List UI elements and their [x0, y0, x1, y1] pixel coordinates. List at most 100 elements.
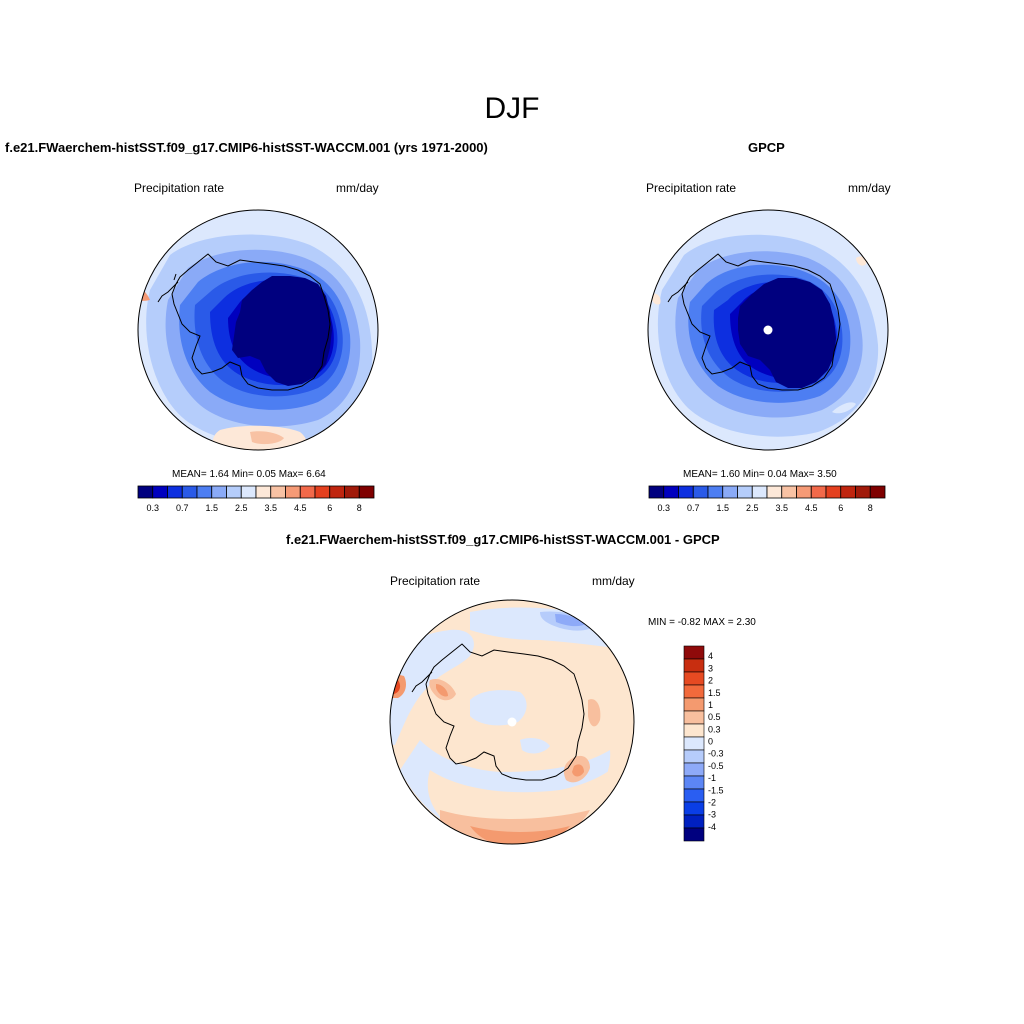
- panel2-colorbar-tick-label: 2.5: [746, 503, 759, 513]
- panel2-colorbar-tick-label: 0.3: [657, 503, 670, 513]
- panel1-variable-label: Precipitation rate: [134, 181, 225, 195]
- panel2-stats: MEAN= 1.60 Min= 0.04 Max= 3.50: [683, 469, 837, 480]
- panel3-pole-marker: [507, 717, 517, 727]
- panel3-colorbar-label: -0.5: [708, 761, 724, 771]
- panel2-colorbar-box: [737, 485, 753, 499]
- panel3-colorbar-box: [683, 749, 705, 764]
- panel1-colorbar-tick-label: 4.5: [294, 503, 307, 513]
- panel2-map-border: [647, 209, 889, 451]
- panel1-max-value: 6.64: [306, 469, 326, 480]
- panel3-colorbar-label: -0.3: [708, 749, 724, 759]
- panel2-colorbar-box: [751, 485, 768, 499]
- panel1-title: f.e21.FWaerchem-histSST.f09_g17.CMIP6-hi…: [5, 140, 488, 155]
- panel2-max-label: Max=: [789, 469, 815, 480]
- panel1-colorbar-box: [137, 485, 154, 499]
- panel3-map-border: [389, 599, 635, 845]
- panel3-coastline: [411, 643, 585, 781]
- panel2-pole-marker: [763, 325, 773, 335]
- panel1-colorbar-tick-label: 0.3: [146, 503, 159, 513]
- panel2-colorbar-box: [766, 485, 783, 499]
- panel1-colorbar-tick-label: 3.5: [264, 503, 277, 513]
- panel2-units-label: mm/day: [848, 181, 891, 195]
- panel2-colorbar-tick-label: 3.5: [775, 503, 788, 513]
- panel3-colorbar-label: -3: [708, 810, 716, 820]
- panel3-colorbar-box: [683, 762, 705, 777]
- panel1-colorbar-box: [211, 485, 227, 499]
- panel1-colorbar: [137, 485, 375, 499]
- panel2-coastline: [667, 253, 841, 391]
- panel1-colorbar-box: [299, 485, 316, 499]
- panel2-colorbar-box: [810, 485, 827, 499]
- figure-title: DJF: [484, 92, 540, 125]
- panel2-colorbar-box: [869, 485, 886, 499]
- panel1-mean-label: MEAN=: [172, 469, 207, 480]
- panel3-colorbar-box: [683, 814, 705, 829]
- panel1-colorbar-tick-label: 6: [327, 503, 332, 513]
- panel3-minmax: MIN = -0.82 MAX = 2.30: [648, 617, 756, 628]
- panel2-mean-value: 1.60: [720, 469, 740, 480]
- panel1-coastline: [157, 253, 331, 391]
- panel3-colorbar-labels: 4 3 2 1.5 1 0.5 0.3 0 -0.3 -0.5 -1 -1.5 -2 -3 -4: [708, 651, 724, 832]
- panel3-colorbar-box: [683, 775, 705, 790]
- panel1-colorbar-box: [329, 485, 345, 499]
- panel3-colorbar-box: [683, 710, 705, 725]
- panel3-colorbar-box: [683, 801, 705, 816]
- panel2-colorbar-box: [722, 485, 738, 499]
- panel1-colorbar-tick-label: 1.5: [205, 503, 218, 513]
- panel1-colorbar-box: [181, 485, 198, 499]
- panel1-units-label: mm/day: [336, 181, 379, 195]
- panel3-colorbar-box: [683, 736, 705, 751]
- panel3-colorbar-label: 2: [708, 676, 713, 686]
- panel1-map-border: [137, 209, 379, 451]
- panel2-colorbar: [648, 485, 886, 499]
- panel1-colorbar-box: [152, 485, 168, 499]
- panel1-colorbar-box: [196, 485, 213, 499]
- panel3-colorbar: [683, 645, 705, 842]
- panel1-colorbar-ticks: 0.3 0.7 1.5 2.5 3.5 4.5 6 8: [146, 503, 361, 513]
- panel1-colorbar-box: [167, 485, 183, 499]
- panel3-variable-label: Precipitation rate: [390, 574, 481, 588]
- panel3-colorbar-label: -1: [708, 773, 716, 783]
- panel1-mean-value: 1.64: [209, 469, 229, 480]
- panel3-colorbar-label: 0: [708, 737, 713, 747]
- panel2-variable-label: Precipitation rate: [646, 181, 737, 195]
- panel1-map: [137, 209, 379, 451]
- panel3-colorbar-label: 0.5: [708, 712, 721, 722]
- panel3-map: [389, 599, 635, 845]
- panel3-colorbar-label: 3: [708, 663, 713, 673]
- panel3-colorbar-label: 1.5: [708, 688, 721, 698]
- panel2-colorbar-box: [781, 485, 797, 499]
- panel3-max-value: 2.30: [736, 617, 756, 628]
- panel3-colorbar-box: [683, 723, 705, 738]
- panel2-colorbar-box: [648, 485, 665, 499]
- panel1-colorbar-tick-label: 2.5: [235, 503, 248, 513]
- panel3-colorbar-box: [683, 671, 705, 686]
- panel1-colorbar-tick-label: 8: [357, 503, 362, 513]
- panel1-colorbar-box: [226, 485, 242, 499]
- panel3-max-label: MAX =: [703, 617, 734, 628]
- panel1-colorbar-tick-label: 0.7: [176, 503, 189, 513]
- panel1-colorbar-box: [344, 485, 360, 499]
- panel2-colorbar-ticks: 0.3 0.7 1.5 2.5 3.5 4.5 6 8: [657, 503, 872, 513]
- panel3-colorbar-label: -2: [708, 797, 716, 807]
- panel3-colorbar-label: 0.3: [708, 724, 721, 734]
- panel3-colorbar-label: 4: [708, 651, 713, 661]
- panel2-colorbar-tick-label: 0.7: [687, 503, 700, 513]
- panel2-colorbar-box: [663, 485, 679, 499]
- panel1-stats: MEAN= 1.64 Min= 0.05 Max= 6.64: [172, 469, 326, 480]
- panel2-colorbar-box: [840, 485, 856, 499]
- panel3-colorbar-label: -4: [708, 822, 716, 832]
- panel3-colorbar-box: [683, 684, 705, 699]
- panel1-min-label: Min=: [231, 469, 254, 480]
- panel2-max-value: 3.50: [817, 469, 837, 480]
- panel1-colorbar-box: [240, 485, 257, 499]
- panel2-colorbar-tick-label: 8: [868, 503, 873, 513]
- panel1-colorbar-box: [358, 485, 375, 499]
- panel2-colorbar-tick-label: 6: [838, 503, 843, 513]
- panel2-colorbar-box: [707, 485, 724, 499]
- panel2-map: [647, 209, 889, 451]
- panel1-colorbar-box: [285, 485, 301, 499]
- panel3-units-label: mm/day: [592, 574, 635, 588]
- panel2-min-label: Min=: [742, 469, 765, 480]
